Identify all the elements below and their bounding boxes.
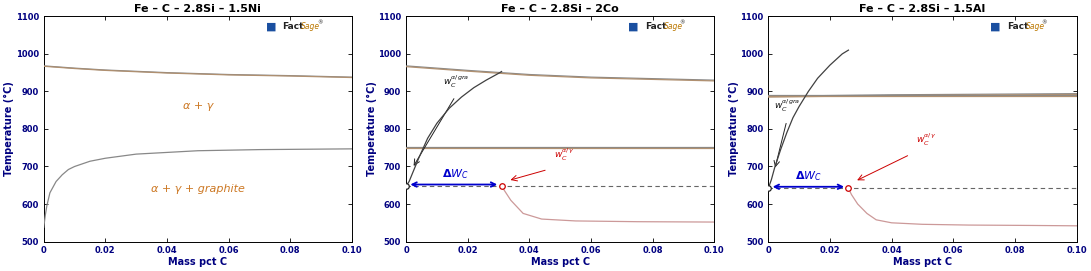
Text: Fact: Fact (1007, 22, 1029, 31)
Text: $w_C^{\alpha/gra}$: $w_C^{\alpha/gra}$ (443, 73, 469, 89)
Title: Fe – C – 2.8Si – 2Co: Fe – C – 2.8Si – 2Co (501, 4, 619, 14)
Y-axis label: Temperature (°C): Temperature (°C) (729, 82, 739, 176)
Y-axis label: Temperature (°C): Temperature (°C) (367, 82, 376, 176)
Text: $\mathbf{\Delta} \boldsymbol{W_C}$: $\mathbf{\Delta} \boldsymbol{W_C}$ (442, 167, 469, 181)
Y-axis label: Temperature (°C): Temperature (°C) (4, 82, 14, 176)
Text: ®: ® (1042, 21, 1047, 26)
Text: ®: ® (317, 21, 323, 26)
Text: $w_C^{\alpha/\gamma}$: $w_C^{\alpha/\gamma}$ (916, 131, 936, 148)
Text: Sage: Sage (1026, 22, 1045, 31)
Text: α + γ: α + γ (182, 101, 213, 111)
Text: ®: ® (680, 21, 685, 26)
Text: ■: ■ (628, 22, 638, 32)
Text: $w_C^{\alpha/\gamma}$: $w_C^{\alpha/\gamma}$ (554, 146, 574, 163)
Text: Sage: Sage (301, 22, 321, 31)
Text: α + γ + graphite: α + γ + graphite (151, 184, 244, 194)
Text: $\mathbf{\Delta} \boldsymbol{W_C}$: $\mathbf{\Delta} \boldsymbol{W_C}$ (795, 169, 822, 183)
Text: Sage: Sage (663, 22, 683, 31)
Text: ■: ■ (266, 22, 276, 32)
X-axis label: Mass pct C: Mass pct C (530, 257, 590, 267)
Title: Fe – C – 2.8Si – 1.5Ni: Fe – C – 2.8Si – 1.5Ni (134, 4, 261, 14)
Text: ■: ■ (991, 22, 1000, 32)
X-axis label: Mass pct C: Mass pct C (892, 257, 952, 267)
Text: $w_C^{\alpha/gra}$: $w_C^{\alpha/gra}$ (775, 98, 801, 114)
Title: Fe – C – 2.8Si – 1.5Al: Fe – C – 2.8Si – 1.5Al (860, 4, 985, 14)
Text: Fact: Fact (283, 22, 304, 31)
X-axis label: Mass pct C: Mass pct C (168, 257, 227, 267)
Text: Fact: Fact (645, 22, 667, 31)
